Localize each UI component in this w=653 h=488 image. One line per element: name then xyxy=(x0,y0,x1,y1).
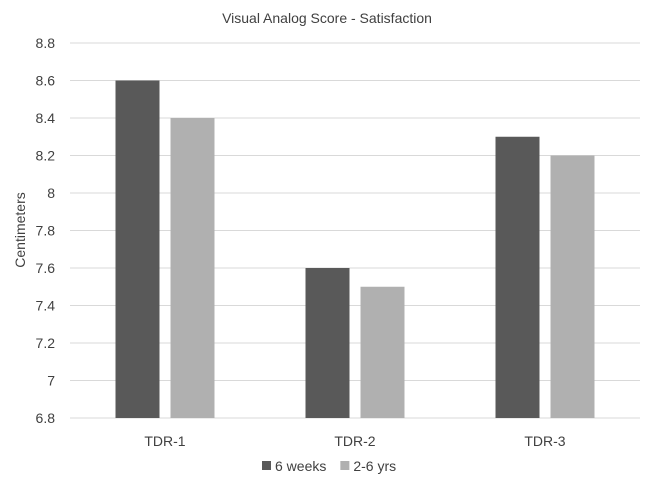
y-tick-label: 7.8 xyxy=(36,223,56,239)
y-tick-label: 7 xyxy=(47,373,55,389)
y-tick-label: 7.2 xyxy=(36,335,56,351)
bar-tdr-2-2-6-yrs xyxy=(360,286,405,418)
x-tick-label: TDR-2 xyxy=(334,433,375,449)
y-tick-label: 7.4 xyxy=(36,298,56,314)
y-tick-label: 8.4 xyxy=(36,110,56,126)
y-tick-label: 7.6 xyxy=(36,260,56,276)
y-tick-label: 8.2 xyxy=(36,148,56,164)
legend-swatch xyxy=(340,461,350,470)
x-tick-label: TDR-3 xyxy=(524,433,565,449)
y-tick-label: 8.8 xyxy=(36,35,56,51)
gridlines xyxy=(70,42,640,419)
bar-tdr-3-2-6-yrs xyxy=(550,155,595,418)
legend-label: 2-6 yrs xyxy=(353,458,396,474)
x-tick-label: TDR-1 xyxy=(144,433,185,449)
y-tick-label: 8 xyxy=(47,185,55,201)
y-tick-labels: 6.8 7 7.2 7.4 7.6 7.8 8 8.2 8.4 8.6 8.8 xyxy=(36,35,56,426)
y-axis-label: Centimeters xyxy=(12,192,28,267)
chart-title: Visual Analog Score - Satisfaction xyxy=(222,10,432,26)
bar-tdr-2-6-weeks xyxy=(305,268,350,418)
bar-tdr-1-2-6-yrs xyxy=(170,118,215,418)
x-tick-labels: TDR-1 TDR-2 TDR-3 xyxy=(144,433,565,449)
legend-swatch xyxy=(262,461,271,470)
bar-tdr-3-6-weeks xyxy=(495,136,540,418)
legend: 6 weeks 2-6 yrs xyxy=(262,458,396,474)
bars xyxy=(115,80,595,418)
legend-label: 6 weeks xyxy=(275,458,326,474)
y-tick-label: 8.6 xyxy=(36,73,56,89)
bar-tdr-1-6-weeks xyxy=(115,80,160,418)
y-tick-label: 6.8 xyxy=(36,410,56,426)
